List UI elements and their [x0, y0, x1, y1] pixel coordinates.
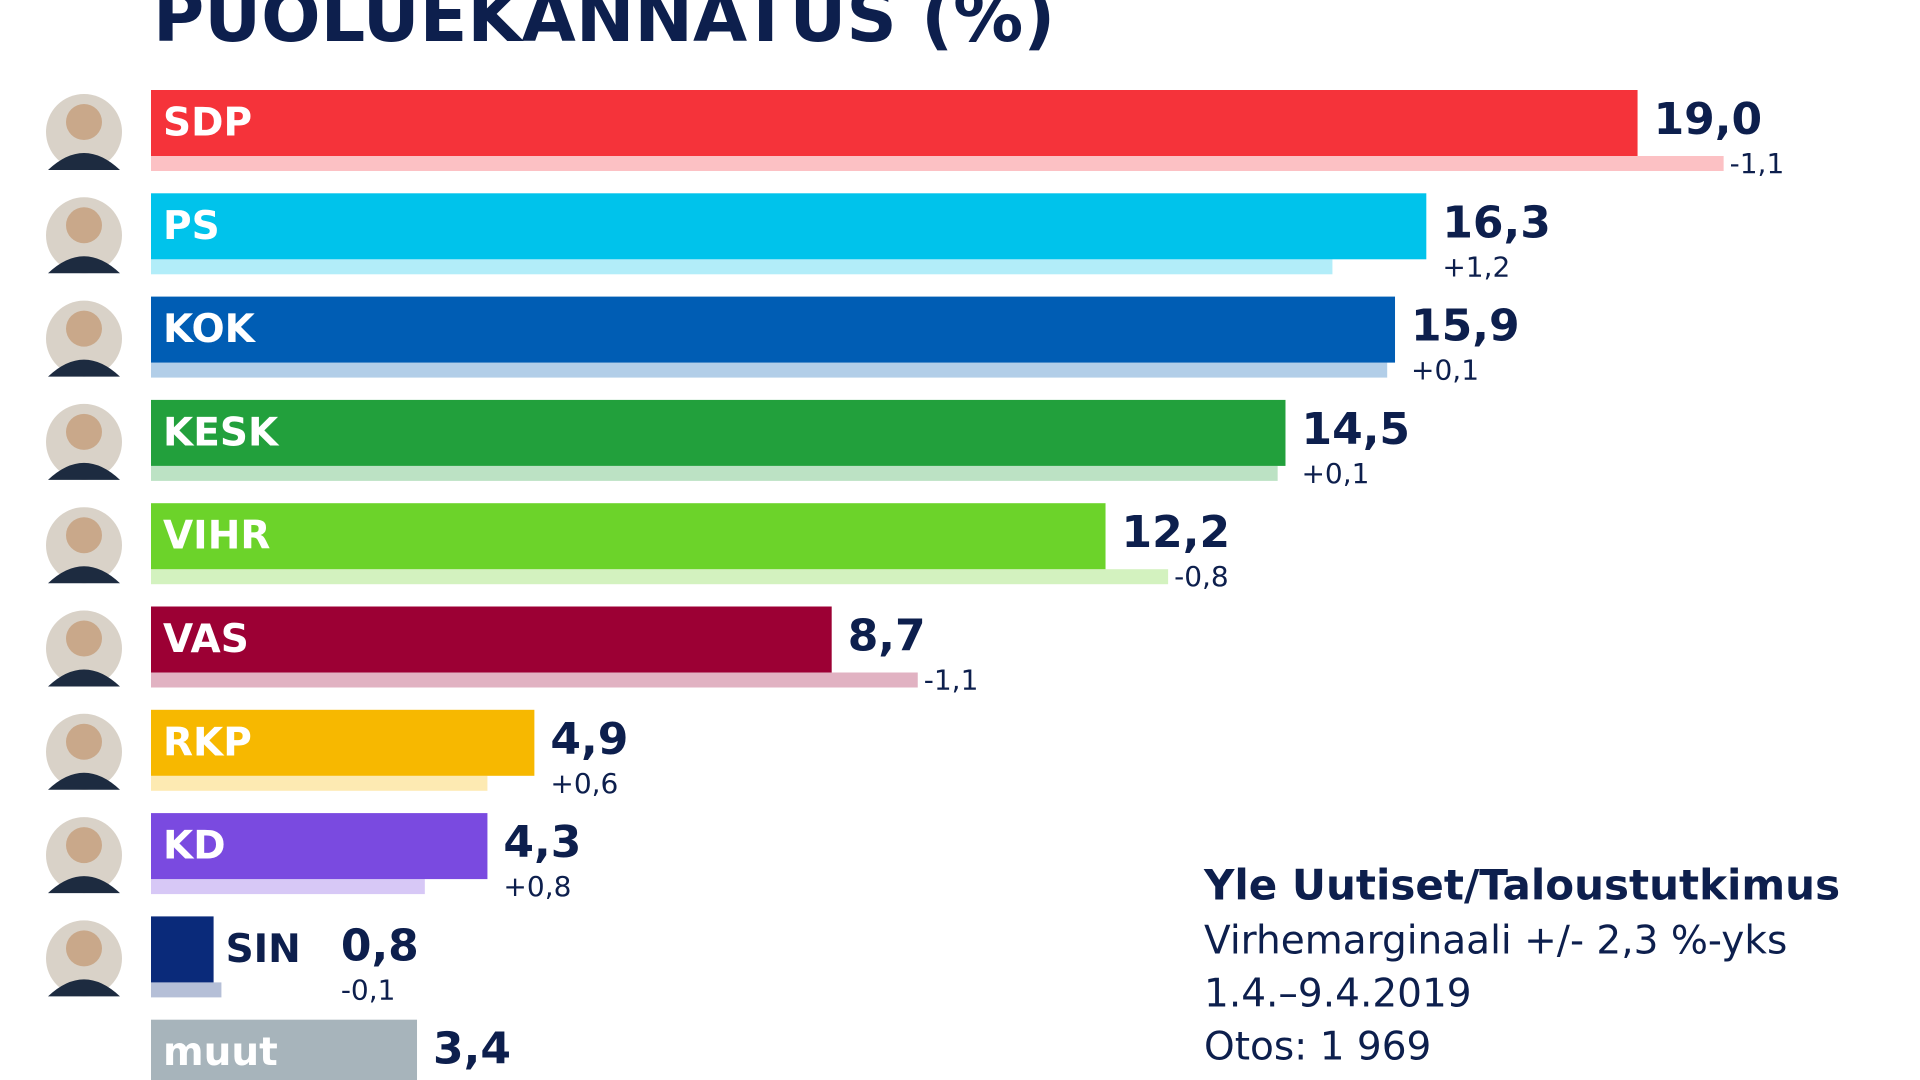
portrait-head [66, 620, 102, 657]
bar [151, 90, 1638, 156]
bar [151, 296, 1396, 363]
portrait-head [66, 517, 102, 554]
bar [151, 503, 1106, 570]
source: Yle Uutiset/Taloustutkimus [1203, 861, 1840, 910]
previous-bar [151, 156, 1724, 171]
value-label: 4,9 [550, 714, 628, 765]
portrait-head [66, 413, 102, 450]
bar-label: VIHR [163, 514, 270, 559]
change-label: +0,8 [503, 870, 571, 903]
portrait-head [66, 930, 102, 967]
portrait-head [66, 104, 102, 140]
previous-bar [151, 259, 1333, 275]
portrait-head [66, 723, 102, 760]
value-label: 16,3 [1442, 197, 1551, 248]
bar [151, 916, 214, 983]
value-label: 0,8 [341, 920, 419, 971]
previous-bar [151, 569, 1169, 585]
bar [151, 1019, 418, 1080]
value-label: 19,0 [1654, 94, 1763, 145]
note: Virhemarginaali +/- 2,3 %-yks [1204, 919, 1787, 964]
bar-label: SDP [163, 101, 252, 146]
portrait-body [48, 669, 120, 687]
bar-label: PS [163, 204, 220, 249]
portrait-body [48, 462, 120, 480]
previous-bar [151, 982, 222, 998]
value-label: 12,2 [1122, 507, 1231, 558]
value-label: 3,4 [433, 1024, 511, 1075]
change-label: +1,2 [1442, 250, 1510, 283]
change-label: -1,1 [1730, 147, 1785, 180]
change-label: -1,1 [924, 664, 979, 697]
portrait-body [48, 979, 120, 997]
previous-bar [151, 775, 488, 791]
change-label: -0,8 [1174, 560, 1229, 593]
portrait-head [66, 207, 102, 244]
bar [151, 813, 488, 880]
portrait-body [48, 772, 120, 790]
chart-title: PUOLUEKANNATUS (%) [153, 0, 1055, 58]
bar [151, 606, 832, 673]
bar [151, 709, 535, 776]
bar [151, 193, 1427, 260]
change-label: +0,1 [1301, 457, 1369, 490]
bar-label: KD [163, 824, 226, 869]
bar-label: KESK [163, 410, 280, 455]
bar-label: SIN [226, 927, 301, 972]
value-label: 15,9 [1411, 301, 1520, 352]
previous-bar [151, 879, 425, 895]
previous-bar [151, 465, 1278, 481]
portrait-body [48, 566, 120, 584]
note: Otos: 1 969 [1204, 1025, 1431, 1070]
bar [151, 399, 1286, 466]
value-label: 8,7 [848, 611, 926, 662]
change-label: +0,6 [550, 767, 618, 800]
change-label: +0,1 [1411, 354, 1479, 387]
value-label: 4,3 [503, 817, 581, 868]
change-label: -0,1 [341, 973, 396, 1006]
portrait-head [66, 310, 102, 347]
bar-label: VAS [163, 617, 249, 662]
previous-bar [151, 672, 918, 688]
change-label: +0,3 [433, 1077, 501, 1080]
value-label: 14,5 [1301, 404, 1410, 455]
note: 1.4.–9.4.2019 [1204, 972, 1472, 1017]
portrait-body [48, 359, 120, 377]
portrait-head [66, 827, 102, 864]
portrait-body [48, 256, 120, 274]
portrait-body [48, 876, 120, 894]
portrait-body [48, 153, 120, 170]
bar-label: muut [163, 1030, 278, 1075]
previous-bar [151, 362, 1388, 378]
bar-label: KOK [163, 307, 257, 352]
bar-label: RKP [163, 720, 252, 765]
